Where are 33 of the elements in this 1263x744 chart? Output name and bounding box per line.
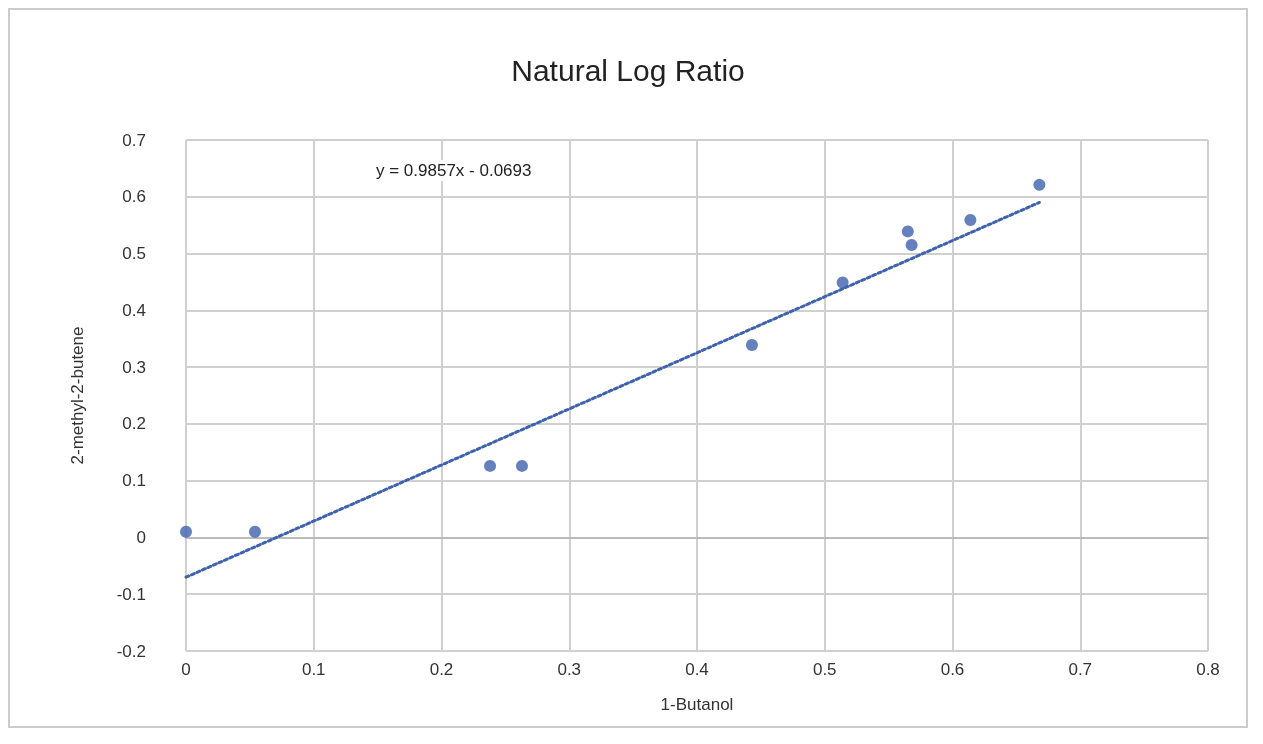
y-axis-title: 2-methyl-2-butene [68, 326, 87, 465]
point [180, 525, 192, 538]
point [836, 276, 849, 289]
y-tick-label: -0.2 [116, 641, 146, 661]
x-tick-label: 0.1 [301, 660, 326, 679]
y-tick-label: 0.4 [122, 300, 146, 320]
point [964, 214, 977, 227]
point [484, 459, 497, 472]
x-tick-label: 0.3 [557, 660, 582, 679]
y-tick-label: -0.1 [116, 584, 146, 604]
point [901, 225, 914, 238]
y-tick-label: 0.1 [122, 471, 146, 491]
x-tick-label: 0.4 [685, 660, 709, 679]
point [249, 525, 261, 538]
y-tick-label: 0.3 [122, 357, 146, 377]
y-tick-label: 0.5 [122, 244, 146, 264]
x-tick-label: 0 [181, 660, 191, 679]
y-tick-label: 0.7 [122, 130, 146, 150]
x-tick-label: 0.5 [812, 660, 837, 679]
y-tick-label: 0 [136, 527, 146, 547]
point [1033, 178, 1046, 191]
chart-title: Natural Log Ratio [511, 53, 745, 87]
point [515, 459, 528, 472]
annotation: y = 0.9857x - 0.0693 [376, 161, 532, 180]
point [745, 338, 758, 351]
point [905, 239, 918, 252]
y-tick-label: 0.2 [122, 414, 146, 434]
x-axis-title: 1-Butanol [660, 695, 734, 714]
x-tick-label: 0.8 [1196, 660, 1220, 679]
y-tick-label: 0.6 [122, 187, 146, 207]
x-tick-label: 0.2 [429, 660, 454, 679]
x-tick-label: 0.7 [1068, 660, 1093, 679]
x-tick-label: 0.6 [940, 660, 965, 679]
